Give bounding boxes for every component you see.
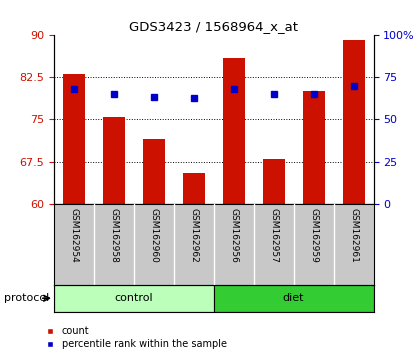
- Bar: [223, 58, 245, 204]
- Legend: count, percentile rank within the sample: count, percentile rank within the sample: [46, 326, 227, 349]
- Title: GDS3423 / 1568964_x_at: GDS3423 / 1568964_x_at: [129, 20, 298, 33]
- Bar: [143, 139, 165, 204]
- Text: GSM162960: GSM162960: [149, 207, 158, 263]
- Text: GSM162959: GSM162959: [309, 207, 318, 263]
- Text: GSM162958: GSM162958: [110, 207, 118, 263]
- Text: GSM162956: GSM162956: [229, 207, 238, 263]
- Text: protocol: protocol: [4, 293, 49, 303]
- Text: control: control: [115, 293, 153, 303]
- Bar: [103, 117, 125, 204]
- Text: GSM162954: GSM162954: [69, 207, 78, 262]
- Text: GSM162961: GSM162961: [349, 207, 358, 263]
- Bar: [214, 285, 374, 312]
- Text: GSM162962: GSM162962: [189, 207, 198, 262]
- Bar: [63, 74, 85, 204]
- Bar: [342, 40, 364, 204]
- Bar: [263, 159, 285, 204]
- Bar: [54, 285, 214, 312]
- Text: diet: diet: [283, 293, 304, 303]
- Bar: [183, 173, 205, 204]
- Bar: [303, 91, 325, 204]
- Text: GSM162957: GSM162957: [269, 207, 278, 263]
